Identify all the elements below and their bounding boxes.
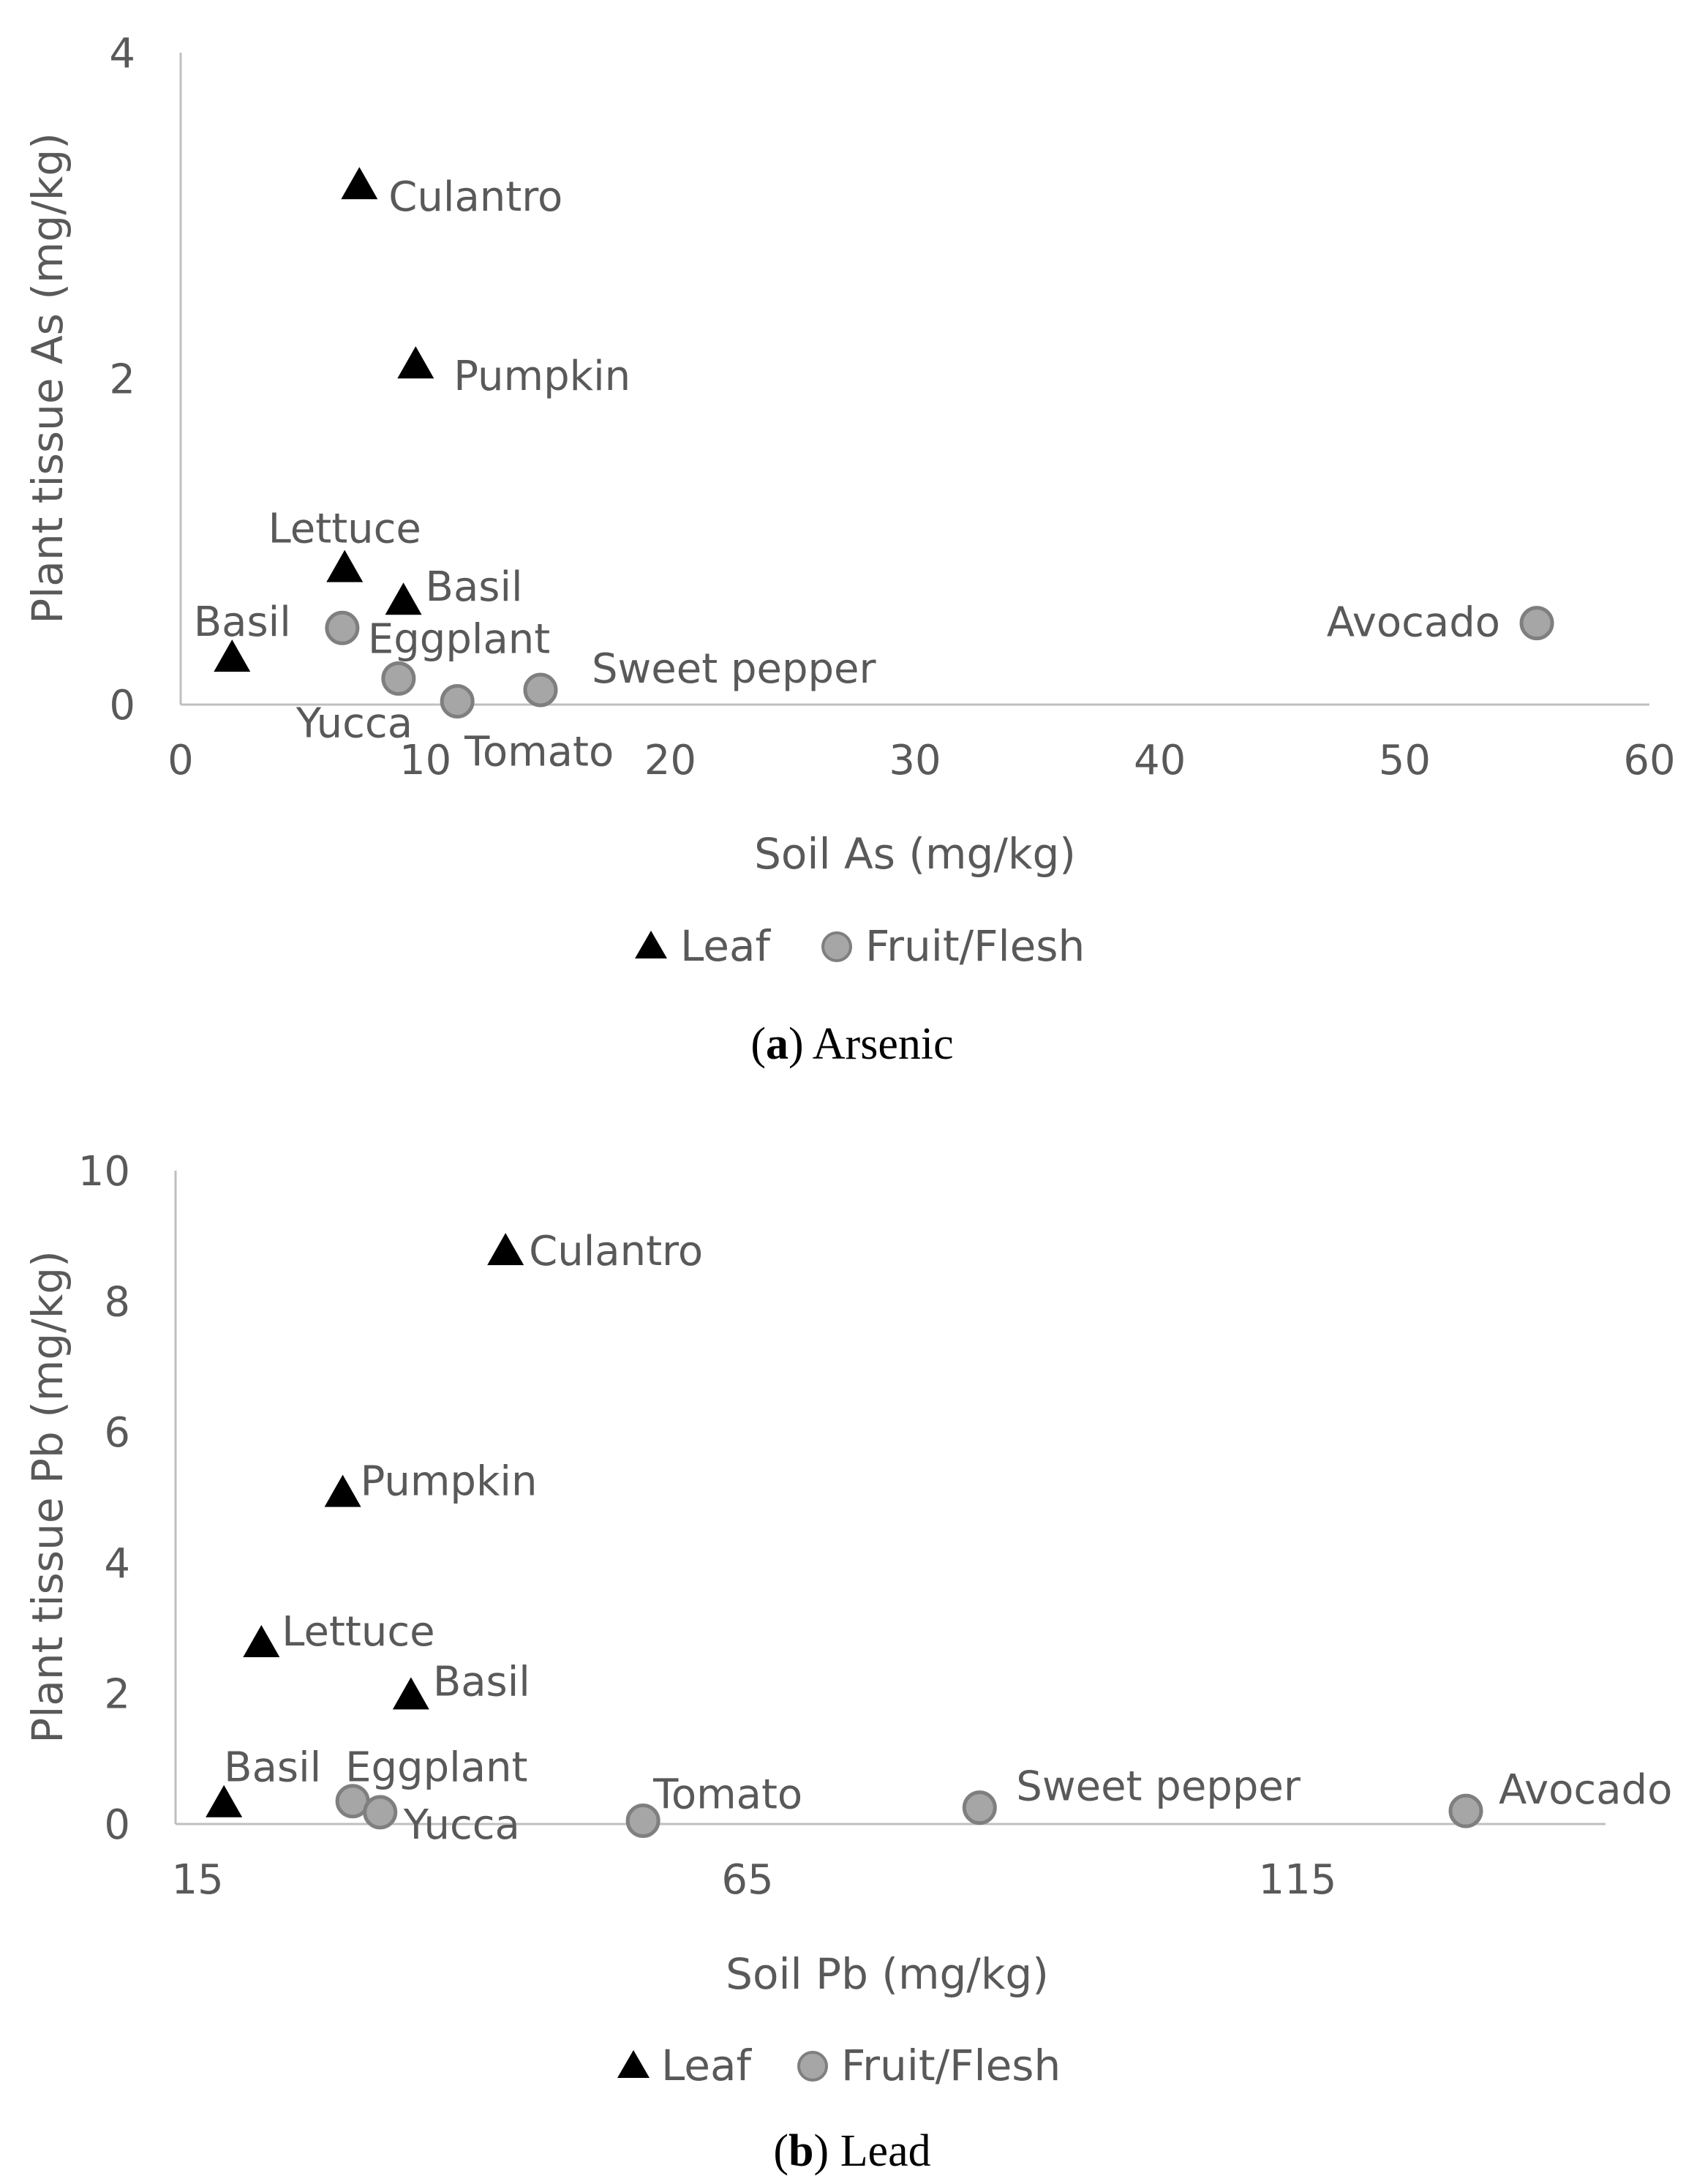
legend-label-leaf: Leaf	[661, 2041, 753, 2090]
leaf-point-pumpkin	[397, 346, 434, 379]
x-tick-label: 65	[721, 1856, 773, 1904]
chart-arsenic: 0 10 20 30 40 50 60 0 2 4 Culantro Pumpkin Lettuce…	[23, 30, 1676, 1069]
fruit-point-tomato	[625, 1804, 660, 1839]
point-label-basil: Basil	[426, 563, 523, 611]
x-tick-label: 60	[1623, 737, 1675, 784]
point-label-eggplant: Eggplant	[345, 1744, 527, 1792]
caption-text: Arsenic	[813, 1019, 954, 1069]
y-tick-label: 2	[104, 1670, 130, 1718]
point-label-sweet-pepper: Sweet pepper	[1016, 1763, 1301, 1811]
x-axis-title: Soil As (mg/kg)	[754, 829, 1076, 879]
caption-letter: a	[766, 1019, 788, 1069]
point-label-avocado: Avocado	[1499, 1766, 1672, 1814]
y-tick-label: 0	[104, 1801, 130, 1849]
point-label-lettuce: Lettuce	[282, 1608, 434, 1656]
fruit-point-yucca	[363, 1795, 398, 1830]
legend: Leaf Fruit/Flesh	[617, 2041, 1061, 2090]
fruit-point-eggplant	[325, 610, 360, 645]
y-axis-title: Plant tissue Pb (mg/kg)	[23, 1250, 72, 1744]
x-tick-label: 40	[1134, 737, 1186, 784]
legend-label-fruit: Fruit/Flesh	[841, 2041, 1061, 2090]
leaf-point-pumpkin	[324, 1474, 361, 1507]
legend: Leaf Fruit/Flesh	[635, 921, 1085, 971]
x-tick-label: 10	[399, 737, 451, 784]
fruit-point-sweet-pepper	[962, 1790, 997, 1825]
point-label-yucca: Yucca	[296, 699, 413, 747]
legend-marker-leaf	[617, 2050, 650, 2078]
x-tick-label: 0	[168, 737, 194, 784]
fruit-point-sweet-pepper	[523, 672, 558, 708]
x-tick-label: 30	[889, 737, 941, 784]
leaf-point-basil	[206, 1785, 243, 1817]
point-label-yucca: Yucca	[403, 1801, 520, 1849]
x-axis-title: Soil Pb (mg/kg)	[726, 1949, 1049, 1999]
x-tick-label: 50	[1379, 737, 1431, 784]
y-tick-label: 8	[104, 1279, 130, 1326]
y-tick-label: 0	[109, 682, 135, 729]
point-label-culantro: Culantro	[529, 1228, 703, 1275]
y-tick-label: 4	[109, 30, 135, 78]
leaf-point-basil	[392, 1677, 429, 1710]
legend-marker-fruit	[821, 931, 852, 962]
legend-marker-leaf	[635, 931, 667, 958]
point-label-basil: Basil	[433, 1658, 530, 1705]
point-label-eggplant: Eggplant	[368, 615, 550, 663]
y-tick-label: 6	[104, 1409, 130, 1457]
leaf-point-basil	[214, 639, 251, 672]
x-tick-label: 15	[171, 1856, 223, 1904]
legend-label-leaf: Leaf	[680, 921, 772, 971]
point-label-tomato: Tomato	[464, 729, 614, 776]
leaf-point-lettuce	[326, 549, 364, 582]
legend-marker-fruit	[797, 2051, 828, 2082]
caption-arsenic: (a) Arsenic	[750, 1019, 953, 1069]
leaf-point-culantro	[487, 1233, 524, 1266]
fruit-point-tomato	[440, 684, 475, 719]
y-axis-title: Plant tissue As (mg/kg)	[23, 132, 72, 624]
caption-lead: (b) Lead	[773, 2126, 930, 2176]
y-tick-label: 2	[109, 356, 135, 404]
leaf-point-basil	[385, 582, 422, 615]
y-tick-label: 10	[78, 1148, 130, 1196]
x-tick-label: 20	[644, 737, 696, 784]
point-label-basil: Basil	[194, 598, 291, 646]
x-tick-label: 115	[1258, 1856, 1336, 1904]
point-label-pumpkin: Pumpkin	[453, 353, 631, 400]
fruit-point-avocado	[1519, 606, 1554, 641]
caption-text: Lead	[840, 2126, 931, 2176]
point-label-lettuce: Lettuce	[268, 506, 421, 553]
legend-label-fruit: Fruit/Flesh	[865, 921, 1085, 971]
point-label-tomato: Tomato	[652, 1771, 802, 1819]
point-label-sweet-pepper: Sweet pepper	[592, 645, 877, 693]
point-label-avocado: Avocado	[1327, 599, 1500, 647]
caption-letter: b	[788, 2126, 813, 2176]
fruit-point-yucca	[381, 661, 416, 696]
fruit-point-avocado	[1448, 1793, 1483, 1828]
point-label-pumpkin: Pumpkin	[361, 1458, 538, 1506]
point-label-culantro: Culantro	[388, 173, 562, 221]
point-label-basil: Basil	[224, 1744, 321, 1792]
leaf-point-lettuce	[243, 1624, 280, 1657]
leaf-point-culantro	[341, 167, 378, 200]
y-tick-label: 4	[104, 1540, 130, 1588]
